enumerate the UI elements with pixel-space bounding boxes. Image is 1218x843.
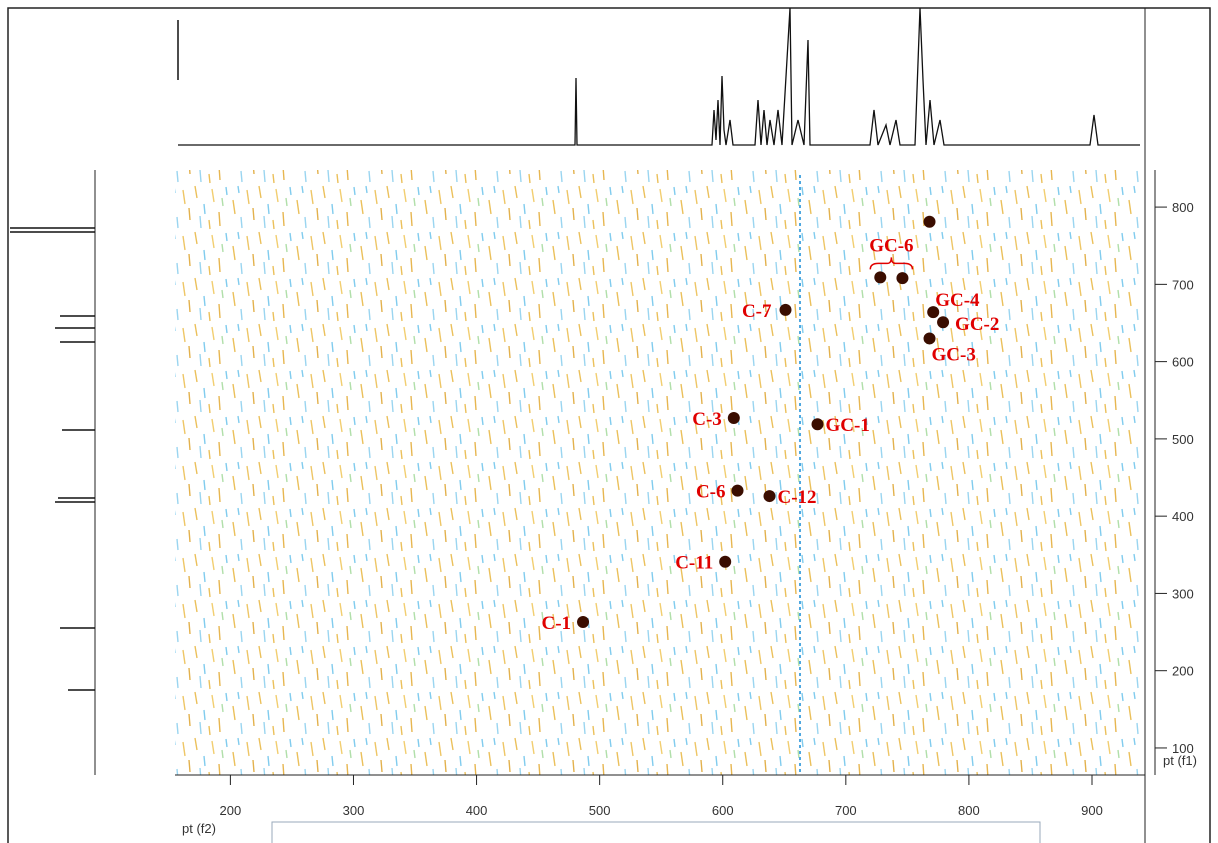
peak-label: GC-1 <box>826 415 870 436</box>
f2-projection <box>178 7 1140 146</box>
peak <box>937 316 950 329</box>
peak <box>923 332 936 345</box>
noise-background <box>175 170 1140 775</box>
peak <box>874 271 887 284</box>
peak <box>763 490 776 503</box>
peak-label: C-6 <box>696 482 726 503</box>
y-tick-label: 500 <box>1172 432 1194 447</box>
peak-label: C-12 <box>778 487 817 508</box>
x-tick-label: 400 <box>466 803 488 818</box>
peak <box>896 272 909 285</box>
peak-label: C-7 <box>742 301 772 322</box>
peak-label: C-3 <box>692 409 722 430</box>
peak <box>577 616 590 629</box>
bracket-label: GC-6 <box>869 235 913 256</box>
caption-box <box>271 821 1041 843</box>
y-tick-label: 200 <box>1172 664 1194 679</box>
x-tick-label: 800 <box>958 803 980 818</box>
peak-label: GC-4 <box>935 290 980 311</box>
x-tick-label: 700 <box>835 803 857 818</box>
peak <box>923 215 936 228</box>
x-tick-label: 500 <box>589 803 611 818</box>
peak-label: C-11 <box>675 553 713 574</box>
peak <box>719 555 732 568</box>
y-tick-label: 400 <box>1172 509 1194 524</box>
y-tick-label: 100 <box>1172 741 1194 756</box>
x-tick-label: 300 <box>343 803 365 818</box>
peak <box>927 306 940 319</box>
x-tick-label: 900 <box>1081 803 1103 818</box>
peak-label: GC-2 <box>955 314 999 335</box>
y-tick-label: 300 <box>1172 586 1194 601</box>
peak <box>779 303 792 316</box>
peak <box>731 484 744 497</box>
y-tick-label: 600 <box>1172 355 1194 370</box>
y-tick-label: 800 <box>1172 200 1194 215</box>
peak-label: C-1 <box>541 613 571 634</box>
f1-projection <box>10 227 95 691</box>
x-tick-label: 200 <box>220 803 242 818</box>
peak-label: GC-3 <box>932 344 976 365</box>
y-tick-label: 700 <box>1172 277 1194 292</box>
peak <box>727 412 740 425</box>
y-axis-label: pt (f1) <box>1163 753 1197 768</box>
x-tick-label: 600 <box>712 803 734 818</box>
x-axis-label: pt (f2) <box>182 821 216 836</box>
frame <box>7 7 1211 843</box>
peak <box>811 418 824 431</box>
